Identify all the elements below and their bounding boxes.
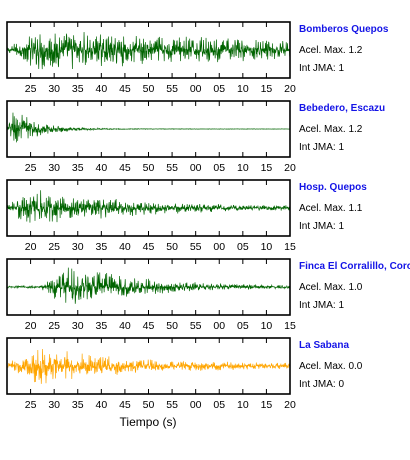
- tick-label: 20: [284, 399, 296, 411]
- tick-label: 15: [261, 162, 273, 174]
- tick-label: 05: [237, 320, 249, 332]
- tick-label: 00: [190, 162, 202, 174]
- station-name: La Sabana: [299, 340, 349, 351]
- panel-1: 25 30 35 40 45 50 55 00 05 10 15 20 Bomberos Quepos A…: [6, 21, 389, 95]
- tick-label: 10: [237, 399, 249, 411]
- tick-label: 30: [72, 241, 84, 253]
- station-name: Bomberos Quepos: [299, 24, 389, 35]
- tick-label: 10: [261, 320, 273, 332]
- tick-label: 50: [166, 320, 178, 332]
- tick-label: 45: [119, 83, 131, 95]
- trace-line: [6, 267, 291, 304]
- max-acceleration-label: Acel. Max. 0.0: [299, 361, 363, 372]
- tick-label: 10: [237, 83, 249, 95]
- tick-label: 50: [166, 241, 178, 253]
- tick-label: 35: [72, 399, 84, 411]
- tick-label: 35: [95, 320, 107, 332]
- tick-label: 45: [143, 320, 155, 332]
- tick-label: 35: [95, 241, 107, 253]
- tick-label: 15: [284, 320, 296, 332]
- tick-label: 30: [48, 399, 60, 411]
- tick-label: 15: [261, 83, 273, 95]
- tick-label: 25: [25, 162, 37, 174]
- tick-label: 15: [284, 241, 296, 253]
- tick-label: 50: [143, 162, 155, 174]
- tick-label: 55: [166, 83, 178, 95]
- panel-4: 20 25 30 35 40 45 50 55 00 05 10 15 Finca El Corrali…: [6, 258, 410, 332]
- tick-label: 30: [72, 320, 84, 332]
- tick-label: 10: [237, 162, 249, 174]
- tick-label: 15: [261, 399, 273, 411]
- trace-line: [6, 32, 291, 70]
- tick-label: 20: [284, 83, 296, 95]
- panel-5: 25 30 35 40 45 50 55 00 05 10 15 20 La Sabana Acel. M…: [6, 337, 363, 411]
- jma-intensity-label: Int JMA: 1: [299, 300, 344, 311]
- jma-intensity-label: Int JMA: 0: [299, 379, 344, 390]
- tick-label: 25: [25, 83, 37, 95]
- panel-3: 20 25 30 35 40 45 50 55 00 05 10 15 Hosp. Quepos Acel…: [6, 179, 367, 253]
- tick-label: 00: [213, 320, 225, 332]
- tick-label: 00: [190, 83, 202, 95]
- tick-label: 25: [25, 399, 37, 411]
- tick-label: 40: [119, 320, 131, 332]
- tick-label: 40: [95, 162, 107, 174]
- tick-label: 00: [190, 399, 202, 411]
- tick-label: 40: [95, 83, 107, 95]
- tick-label: 25: [48, 241, 60, 253]
- tick-label: 30: [48, 83, 60, 95]
- x-axis-title: Tiempo (s): [120, 415, 177, 429]
- max-acceleration-label: Acel. Max. 1.2: [299, 124, 363, 135]
- tick-label: 40: [119, 241, 131, 253]
- jma-intensity-label: Int JMA: 1: [299, 142, 344, 153]
- trace-line: [6, 112, 291, 143]
- tick-label: 35: [72, 162, 84, 174]
- tick-label: 55: [166, 399, 178, 411]
- station-name: Bebedero, Escazu: [299, 103, 385, 114]
- tick-label: 05: [213, 399, 225, 411]
- tick-label: 30: [48, 162, 60, 174]
- tick-label: 50: [143, 83, 155, 95]
- tick-label: 10: [261, 241, 273, 253]
- max-acceleration-label: Acel. Max. 1.1: [299, 203, 363, 214]
- tick-label: 20: [25, 241, 37, 253]
- tick-label: 05: [213, 83, 225, 95]
- tick-label: 05: [237, 241, 249, 253]
- jma-intensity-label: Int JMA: 1: [299, 63, 344, 74]
- tick-label: 35: [72, 83, 84, 95]
- panel-2: 25 30 35 40 45 50 55 00 05 10 15 20 Bebedero, Escazu…: [6, 100, 385, 174]
- tick-label: 50: [143, 399, 155, 411]
- tick-label: 55: [166, 162, 178, 174]
- tick-label: 25: [48, 320, 60, 332]
- station-name: Finca El Corralillo, Coronado: [299, 261, 410, 272]
- tick-label: 55: [190, 241, 202, 253]
- tick-label: 40: [95, 399, 107, 411]
- jma-intensity-label: Int JMA: 1: [299, 221, 344, 232]
- tick-label: 20: [25, 320, 37, 332]
- tick-label: 45: [119, 162, 131, 174]
- max-acceleration-label: Acel. Max. 1.0: [299, 282, 363, 293]
- station-name: Hosp. Quepos: [299, 182, 367, 193]
- tick-label: 55: [190, 320, 202, 332]
- tick-label: 05: [213, 162, 225, 174]
- trace-line: [6, 190, 291, 223]
- tick-label: 00: [213, 241, 225, 253]
- trace-line: [6, 349, 291, 384]
- tick-label: 20: [284, 162, 296, 174]
- tick-label: 45: [143, 241, 155, 253]
- max-acceleration-label: Acel. Max. 1.2: [299, 45, 363, 56]
- tick-label: 45: [119, 399, 131, 411]
